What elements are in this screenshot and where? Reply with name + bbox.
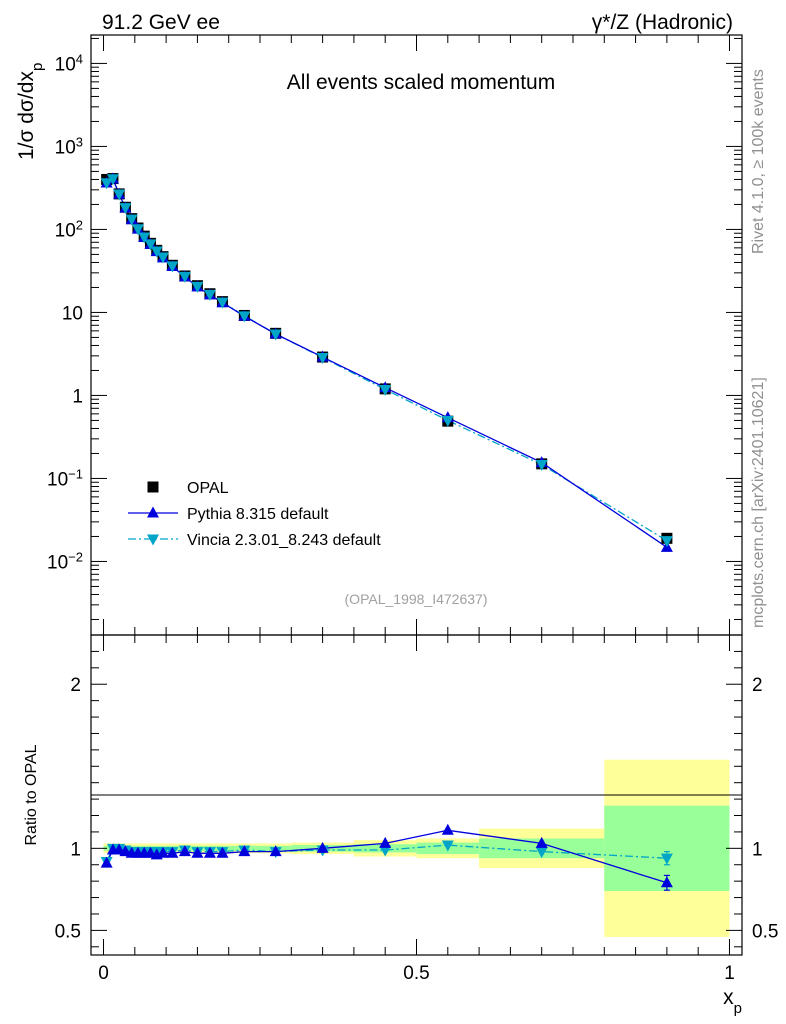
- ratio-series-markers: [100, 823, 673, 891]
- ratio-vincia-point: [379, 845, 392, 857]
- ratio-vincia-line: [106, 844, 667, 862]
- vincia-point: [191, 281, 204, 293]
- ratio-pythia-point: [178, 845, 191, 857]
- ratio-pythia-point: [156, 846, 169, 858]
- ratio-pythia-point: [191, 846, 204, 858]
- vincia-point: [138, 232, 151, 244]
- vincia-point: [379, 384, 392, 396]
- mcplots-label: mcplots.cern.ch [arXiv:2401.10621]: [750, 377, 767, 628]
- analysis-tag: (OPAL_1998_I472637): [345, 591, 488, 607]
- ratio-plot-frame: [90, 634, 743, 956]
- legend-vincia-marker: [147, 534, 159, 546]
- main-y-tick-label: 10−2: [47, 549, 83, 574]
- ratio-pythia-point: [535, 836, 548, 848]
- vincia-point: [106, 174, 119, 186]
- ratio-pythia-point: [379, 836, 392, 848]
- x-tick-label: 1: [724, 963, 735, 984]
- vincia-point: [203, 289, 216, 301]
- legend-label: Pythia 8.315 default: [187, 506, 329, 523]
- vincia-point: [269, 329, 282, 341]
- ratio-pythia-point: [660, 876, 673, 888]
- vincia-point: [131, 224, 144, 236]
- main-series-markers: [100, 172, 673, 552]
- legend: OPAL Pythia 8.315 default Vincia 2.3.01_8.…: [128, 480, 381, 549]
- ratio-pythia-point: [203, 846, 216, 858]
- header-right: γ*/Z (Hadronic): [592, 11, 733, 34]
- ratio-pythia-point: [216, 846, 229, 858]
- main-y-tick-label: 1: [72, 386, 83, 407]
- ratio-axes: 0 0.5 1 0.5 0.5 1 1 2 2: [55, 635, 778, 984]
- main-y-tick-label: 10−1: [47, 466, 83, 491]
- vincia-point: [125, 214, 138, 226]
- main-y-tick-label: 102: [55, 217, 83, 242]
- ratio-y-tick-label: 1: [70, 839, 81, 860]
- vincia-point: [113, 189, 126, 201]
- vincia-point: [156, 252, 169, 264]
- ratio-y-tick-label-right: 2: [752, 675, 763, 696]
- vincia-point: [535, 460, 548, 472]
- ratio-vincia-point: [660, 853, 673, 865]
- legend-label: OPAL: [187, 480, 229, 497]
- vincia-point: [166, 261, 179, 273]
- vincia-point: [150, 246, 163, 258]
- main-y-axis-label: 1/σ dσ/dxp: [15, 63, 46, 160]
- vincia-point: [119, 203, 132, 215]
- vincia-point: [238, 311, 251, 323]
- ratio-y-axis-label: Ratio to OPAL: [23, 744, 40, 845]
- vincia-point: [216, 297, 229, 309]
- vincia-line: [106, 177, 668, 542]
- ratio-pythia-point: [441, 823, 454, 835]
- rivet-version-label: Rivet 4.1.0, ≥ 100k events: [750, 69, 767, 254]
- main-y-tick-label: 103: [55, 134, 83, 159]
- ratio-pythia-point: [316, 841, 329, 853]
- vincia-point: [178, 271, 191, 283]
- legend-opal-marker: [147, 481, 159, 493]
- vincia-point: [316, 353, 329, 365]
- main-y-tick-label: 104: [55, 51, 83, 76]
- ratio-y-tick-label-right: 1: [752, 839, 763, 860]
- x-axis-label: xp: [723, 986, 742, 1017]
- legend-label: Vincia 2.3.01_8.243 default: [187, 532, 381, 549]
- vincia-point: [660, 536, 673, 548]
- ratio-pythia-point: [166, 846, 179, 858]
- ratio-pythia-point: [100, 856, 113, 868]
- x-tick-label: 0.5: [403, 963, 429, 984]
- main-chart-title: All events scaled momentum: [287, 71, 555, 94]
- x-tick-label: 0: [98, 963, 109, 984]
- main-y-tick-label: 10: [62, 303, 83, 324]
- legend-pythia-marker: [147, 506, 159, 518]
- header-left: 91.2 GeV ee: [102, 11, 220, 34]
- vincia-point: [441, 415, 454, 427]
- vincia-point: [144, 239, 157, 251]
- ratio-y-tick-label: 0.5: [55, 921, 81, 942]
- ratio-y-tick-label-right: 0.5: [752, 921, 778, 942]
- ratio-vincia-point: [535, 847, 548, 859]
- ratio-vincia-point: [441, 840, 454, 852]
- vincia-point: [100, 178, 113, 190]
- ratio-y-tick-label: 2: [70, 675, 81, 696]
- ratio-pythia-point: [269, 845, 282, 857]
- ratio-pythia-point: [238, 845, 251, 857]
